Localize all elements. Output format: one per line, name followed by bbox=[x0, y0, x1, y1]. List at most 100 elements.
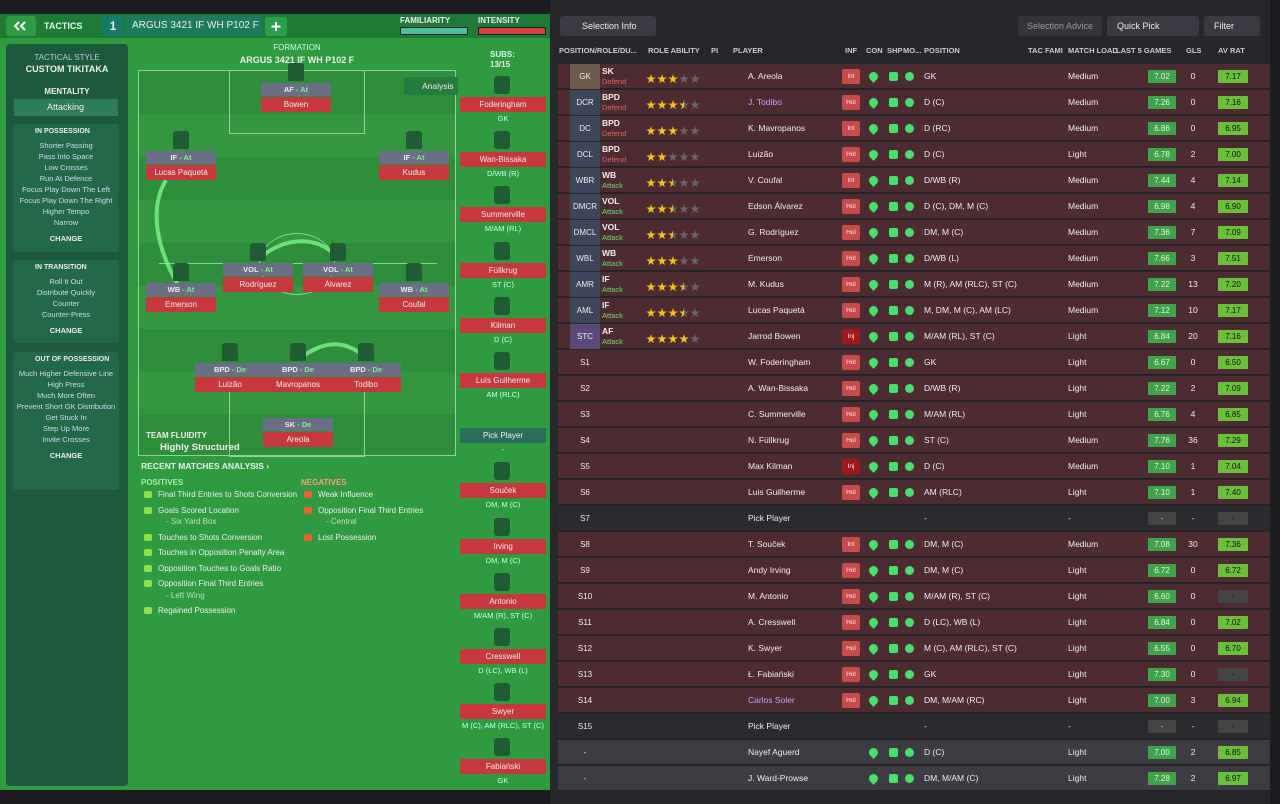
player-row[interactable]: S9 Andy Irving Hol DM, M (C) Light 6.72 0 6.72 bbox=[558, 558, 1270, 583]
player-chip[interactable]: Lucas Paquetá bbox=[146, 165, 216, 180]
player-row[interactable]: S10 M. Antonio Hol M/AM (R), ST (C) Light 6.6… bbox=[558, 584, 1270, 609]
change-button[interactable]: CHANGE bbox=[49, 326, 83, 335]
column-header[interactable]: LAST 5 GAMES bbox=[1116, 46, 1172, 55]
player-row[interactable]: GK SK Defend A. Areola Int GK Medium 7.02 0 7.17 bbox=[558, 64, 1270, 89]
column-header[interactable]: PLAYER bbox=[733, 46, 763, 55]
player-name[interactable]: Pick Player bbox=[748, 721, 791, 731]
column-header[interactable]: POSITION/ROLE/DU... bbox=[559, 46, 637, 55]
column-header[interactable]: SHP bbox=[887, 46, 903, 55]
analysis-title[interactable]: RECENT MATCHES ANALYSIS › bbox=[141, 461, 270, 471]
sub-chip[interactable]: Füllkrug bbox=[460, 262, 546, 278]
player-chip[interactable]: Areola bbox=[263, 432, 333, 447]
column-header[interactable]: AV RAT bbox=[1218, 46, 1245, 55]
player-name[interactable]: Emerson bbox=[748, 253, 783, 263]
player-chip[interactable]: Rodríguez bbox=[223, 277, 293, 292]
player-chip[interactable]: Mavropanos bbox=[263, 377, 333, 392]
player-name[interactable]: Nayef Aguerd bbox=[748, 747, 800, 757]
column-header[interactable]: POSITION bbox=[924, 46, 960, 55]
player-name[interactable]: W. Foderingham bbox=[748, 357, 811, 367]
player-name[interactable]: J. Ward-Prowse bbox=[748, 773, 809, 783]
player-name[interactable]: Edson Álvarez bbox=[748, 201, 803, 211]
player-row[interactable]: WBR WB Attack V. Coufal Int D/WB (R) Medium 7.4… bbox=[558, 168, 1270, 193]
player-row[interactable]: WBL WB Attack Emerson Hol D/WB (L) Medium 7.66 3… bbox=[558, 246, 1270, 271]
sub-chip[interactable]: Summerville bbox=[460, 207, 546, 223]
player-name[interactable]: K. Swyer bbox=[748, 643, 783, 653]
back-button[interactable] bbox=[6, 16, 36, 36]
player-name[interactable]: T. Souček bbox=[748, 539, 786, 549]
player-row[interactable]: AML IF Attack Lucas Paquetá Hol M, DM, M (C),… bbox=[558, 298, 1270, 323]
player-row[interactable]: S14 Carlos Soler Hol DM, M/AM (RC) Light 7.00… bbox=[558, 688, 1270, 713]
column-header[interactable]: MO... bbox=[903, 46, 922, 55]
player-row[interactable]: S6 Luis Guilherme Hol AM (RLC) Light 7.10 1 7.4… bbox=[558, 480, 1270, 505]
player-row[interactable]: S8 T. Souček Int DM, M (C) Medium 7.08 30 7.36 bbox=[558, 532, 1270, 557]
player-row[interactable]: - J. Ward-Prowse DM, M/AM (C) Light 7.28 2 6.9… bbox=[558, 766, 1270, 791]
player-chip[interactable]: Kudus bbox=[379, 165, 449, 180]
tactic-select[interactable]: ARGUS 3421 IF WH P102 F bbox=[126, 16, 262, 36]
player-name[interactable]: G. Rodríguez bbox=[748, 227, 799, 237]
sub-chip[interactable]: Wan-Bissaka bbox=[460, 152, 546, 168]
player-row[interactable]: S11 A. Cresswell Hol D (LC), WB (L) Light 6.8… bbox=[558, 610, 1270, 635]
player-row[interactable]: S12 K. Swyer Hol M (C), AM (RLC), ST (C) Lig… bbox=[558, 636, 1270, 661]
player-row[interactable]: S7 Pick Player - - - - - bbox=[558, 506, 1270, 531]
sub-chip[interactable]: Fabiański bbox=[460, 759, 546, 775]
player-name[interactable]: M. Antonio bbox=[748, 591, 789, 601]
column-header[interactable]: PI bbox=[711, 46, 719, 55]
player-row[interactable]: DC BPD Defend K. Mavropanos Int D (RC) Medium 6… bbox=[558, 116, 1270, 141]
player-name[interactable]: K. Mavropanos bbox=[748, 123, 806, 133]
player-name[interactable]: Luizão bbox=[748, 149, 774, 159]
player-row[interactable]: S13 Ł. Fabiański Hol GK Light 7.30 0 - bbox=[558, 662, 1270, 687]
player-name[interactable]: Andy Irving bbox=[748, 565, 791, 575]
player-row[interactable]: AMR IF Attack M. Kudus Hol M (R), AM (RLC), S… bbox=[558, 272, 1270, 297]
quick-pick-button[interactable]: Quick Pick bbox=[1107, 16, 1199, 36]
player-name[interactable]: Max Kilman bbox=[748, 461, 793, 471]
change-button[interactable]: CHANGE bbox=[49, 451, 83, 460]
sub-chip[interactable]: Cresswell bbox=[460, 649, 546, 664]
player-name[interactable]: Jarrod Bowen bbox=[748, 331, 801, 341]
player-name[interactable]: Lucas Paquetá bbox=[748, 305, 805, 315]
player-row[interactable]: DCL BPD Defend Luizão Hol D (C) Light 6.78 2 7.00 bbox=[558, 142, 1270, 167]
sub-chip[interactable]: Swyer bbox=[460, 704, 546, 720]
player-name[interactable]: C. Summerville bbox=[748, 409, 806, 419]
sub-chip[interactable]: Pick Player bbox=[460, 428, 546, 444]
player-name[interactable]: Luis Guilherme bbox=[748, 487, 806, 497]
player-row[interactable]: S5 Max Kilman Inj D (C) Medium 7.10 1 7.04 bbox=[558, 454, 1270, 479]
column-header[interactable]: INF bbox=[845, 46, 858, 55]
player-name[interactable]: M. Kudus bbox=[748, 279, 784, 289]
player-row[interactable]: S3 C. Summerville Hol M/AM (RL) Light 6.76 4 6.… bbox=[558, 402, 1270, 427]
style-value[interactable]: CUSTOM TIKITAKA bbox=[25, 64, 109, 74]
sub-chip[interactable]: Irving bbox=[460, 538, 546, 554]
column-header[interactable]: CON bbox=[866, 46, 883, 55]
player-row[interactable]: S2 A. Wan-Bissaka Hol D/WB (R) Light 7.22 2 7.0… bbox=[558, 376, 1270, 401]
sub-chip[interactable]: Kilman bbox=[460, 317, 546, 333]
player-name[interactable]: Pick Player bbox=[748, 513, 791, 523]
column-header[interactable]: ROLE ABILITY bbox=[648, 46, 700, 55]
player-name[interactable]: Carlos Soler bbox=[748, 695, 795, 705]
player-name[interactable]: Ł. Fabiański bbox=[748, 669, 794, 679]
player-chip[interactable]: Coufal bbox=[379, 297, 449, 312]
player-row[interactable]: S15 Pick Player - - - - - bbox=[558, 714, 1270, 739]
player-chip[interactable]: Todibo bbox=[331, 377, 401, 392]
add-tactic[interactable] bbox=[265, 17, 287, 36]
filter-button[interactable]: Filter bbox=[1204, 16, 1260, 36]
column-header[interactable]: GLS bbox=[1186, 46, 1202, 55]
player-row[interactable]: DCR BPD Defend J. Todibo Hol D (C) Medium 7.26 0… bbox=[558, 90, 1270, 115]
player-name[interactable]: V. Coufal bbox=[748, 175, 783, 185]
sub-chip[interactable]: Souček bbox=[460, 483, 546, 499]
column-header[interactable]: TAC FAMI bbox=[1028, 46, 1063, 55]
player-row[interactable]: - Nayef Aguerd D (C) Light 7.00 2 6.85 bbox=[558, 740, 1270, 765]
analysis-button[interactable]: Analysis bbox=[404, 77, 458, 95]
player-chip[interactable]: Álvarez bbox=[303, 277, 373, 292]
player-name[interactable]: N. Füllkrug bbox=[748, 435, 790, 445]
player-name[interactable]: A. Cresswell bbox=[748, 617, 796, 627]
player-row[interactable]: S1 W. Foderingham Hol GK Light 6.67 0 6.50 bbox=[558, 350, 1270, 375]
selection-info-button[interactable]: Selection Info bbox=[560, 16, 656, 36]
player-name[interactable]: J. Todibo bbox=[748, 97, 782, 107]
column-header[interactable]: MATCH LOAD bbox=[1068, 46, 1118, 55]
sub-chip[interactable]: Luís Guilherme bbox=[460, 373, 546, 388]
player-row[interactable]: STC AF Attack Jarrod Bowen Inj M/AM (RL), ST … bbox=[558, 324, 1270, 349]
sub-chip[interactable]: Antonio bbox=[460, 593, 546, 609]
player-name[interactable]: A. Areola bbox=[748, 71, 783, 81]
sub-chip[interactable]: Foderingham bbox=[460, 97, 546, 112]
player-row[interactable]: DMCL VOL Attack G. Rodríguez Hol DM, M (C) Med… bbox=[558, 220, 1270, 245]
selection-advice-button[interactable]: Selection Advice bbox=[1018, 16, 1102, 36]
